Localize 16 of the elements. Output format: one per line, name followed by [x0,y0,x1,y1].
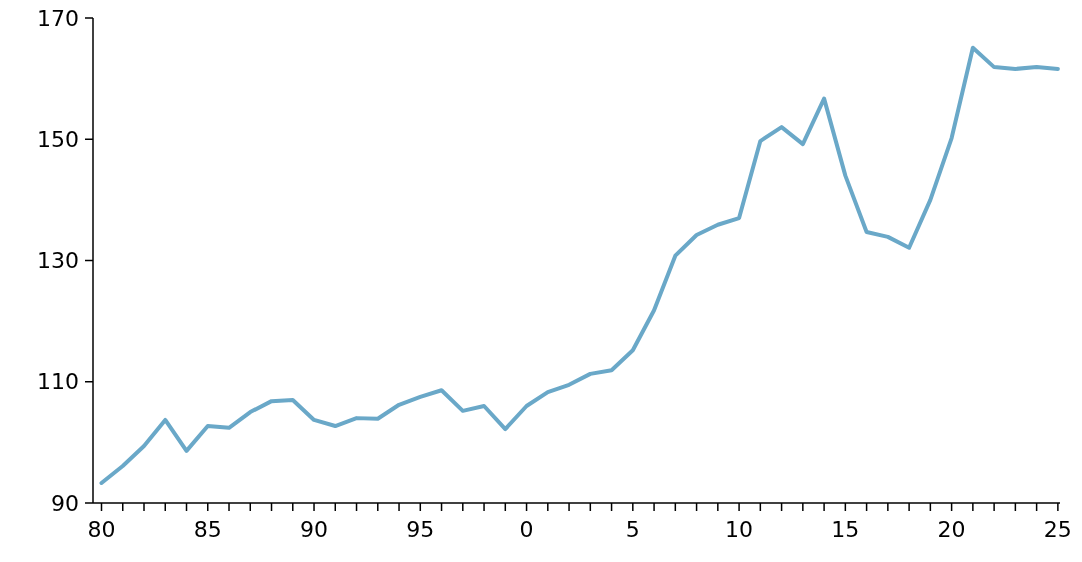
y-tick-label: 150 [37,126,79,152]
y-tick-label: 90 [51,490,79,516]
x-tick-label: 85 [193,517,222,542]
x-tick-label: 10 [725,517,754,542]
x-tick-label: 5 [625,517,640,542]
x-tick-label: 25 [1043,517,1072,542]
x-tick-label: 95 [406,517,435,542]
x-tick-label: 20 [937,517,966,542]
x-tick-label: 0 [519,517,534,542]
x-tick-label: 15 [831,517,860,542]
y-tick-label: 110 [37,369,79,395]
x-tick-label: 90 [300,517,329,542]
line-series [99,45,1060,485]
y-tick-label: 170 [37,5,79,31]
y-tick-label: 130 [37,248,79,274]
x-tick-label: 80 [87,517,116,542]
